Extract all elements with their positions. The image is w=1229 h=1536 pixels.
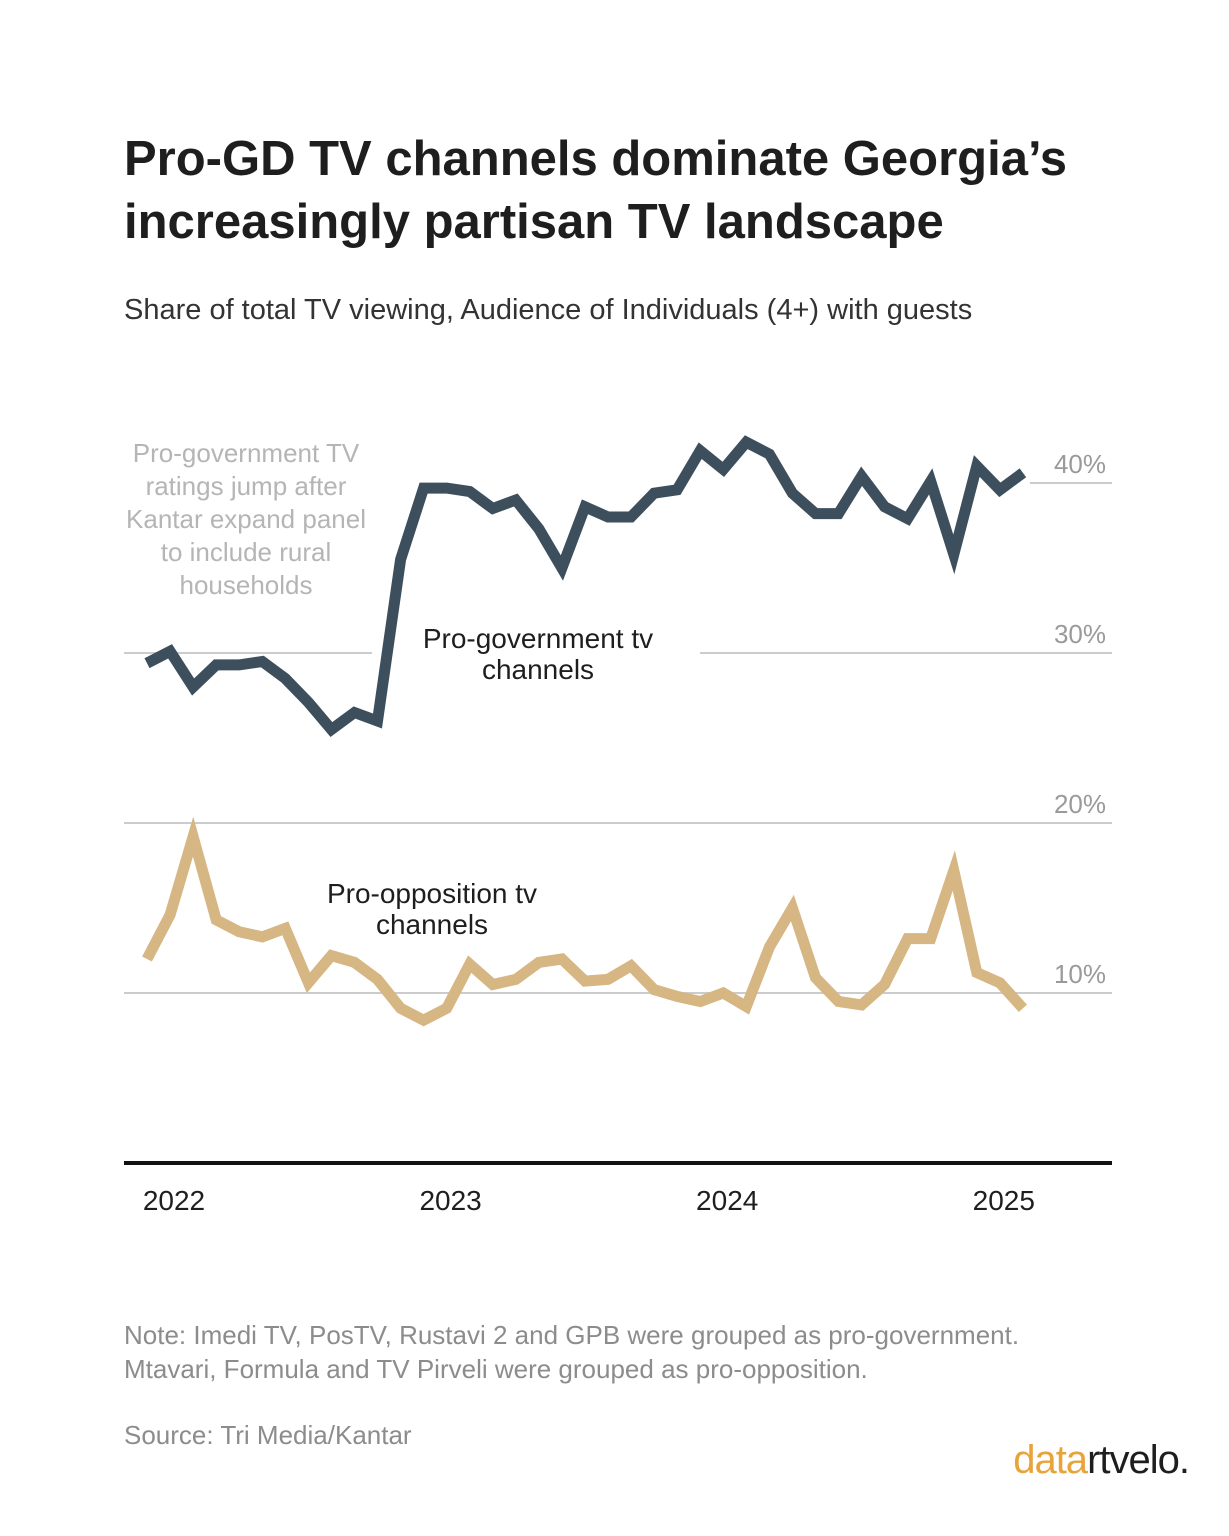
series-label: channels [376,909,488,940]
datartvelo-logo: datartvelo. [1013,1438,1190,1483]
y-tick-label: 10% [1054,959,1106,989]
annotation-text: households [180,570,313,600]
y-tick-label: 30% [1054,619,1106,649]
line-chart: 10% 20% 30% 40% 2022 2023 2024 2025 Pro-governme… [124,435,1112,1216]
logo-part2: rtvelo. [1087,1438,1190,1482]
note-line: Note: Imedi TV, PosTV, Rustavi 2 and GPB… [124,1320,1020,1350]
chart-subtitle: Share of total TV viewing, Audience of I… [124,294,973,326]
chart-source: Source: Tri Media/Kantar [124,1420,412,1450]
series-label: channels [482,654,594,685]
logo-part1: data [1013,1438,1088,1482]
x-tick-label: 2025 [973,1185,1035,1216]
x-tick-label: 2023 [419,1185,481,1216]
x-tick-label: 2022 [143,1185,205,1216]
annotation-text: Pro-government TV [133,438,360,468]
series-label: Pro-government tv [423,623,653,654]
annotation-text: to include rural [161,537,332,567]
annotation-text: ratings jump after [146,471,347,501]
chart-note: Note: Imedi TV, PosTV, Rustavi 2 and GPB… [124,1318,1184,1386]
series-line [144,435,1027,737]
series-label: Pro-opposition tv [327,878,537,909]
x-tick-label: 2024 [696,1185,758,1216]
note-line: Mtavari, Formula and TV Pirveli were gro… [124,1354,868,1384]
annotation-text: Kantar expand panel [126,504,366,534]
series-line [142,816,1027,1027]
chart-title: Pro-GD TV channels dominate Georgia’s in… [124,132,1067,249]
y-tick-label: 40% [1054,449,1106,479]
y-tick-label: 20% [1054,789,1106,819]
